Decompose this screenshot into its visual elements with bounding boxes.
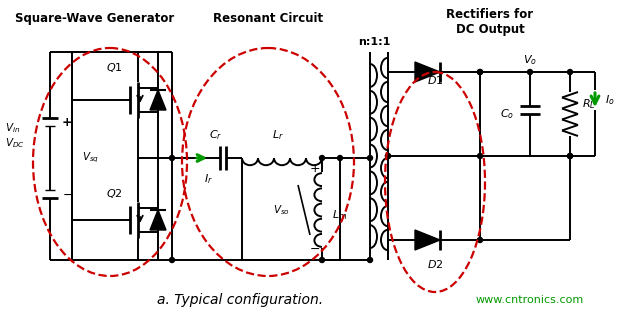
Text: Resonant Circuit: Resonant Circuit <box>213 12 323 25</box>
Text: Square-Wave Generator: Square-Wave Generator <box>15 12 175 25</box>
Circle shape <box>368 257 373 263</box>
Text: $Q2$: $Q2$ <box>106 187 123 199</box>
Circle shape <box>368 155 373 160</box>
Circle shape <box>478 153 482 159</box>
Text: $-$: $-$ <box>62 188 73 201</box>
Circle shape <box>385 153 390 159</box>
Text: $V_{in}$: $V_{in}$ <box>5 121 20 135</box>
Circle shape <box>169 257 175 263</box>
Polygon shape <box>415 230 440 250</box>
Circle shape <box>320 257 324 263</box>
Text: $R_L$: $R_L$ <box>582 97 596 111</box>
Polygon shape <box>150 210 166 230</box>
Text: $Q1$: $Q1$ <box>106 61 123 73</box>
Polygon shape <box>150 90 166 110</box>
Circle shape <box>568 153 573 159</box>
Polygon shape <box>415 62 440 82</box>
Text: $I_o$: $I_o$ <box>605 93 615 107</box>
Text: $-$: $-$ <box>310 241 320 255</box>
Circle shape <box>320 155 324 160</box>
Text: $L_r$: $L_r$ <box>272 128 284 142</box>
Text: $L_m$: $L_m$ <box>332 208 347 222</box>
Text: $V_o$: $V_o$ <box>523 53 537 67</box>
Text: $C_r$: $C_r$ <box>210 128 223 142</box>
Text: $V_{sq}$: $V_{sq}$ <box>82 151 99 165</box>
Text: $V_{DC}$: $V_{DC}$ <box>5 136 25 150</box>
Text: $D1$: $D1$ <box>427 74 443 86</box>
Circle shape <box>568 70 573 75</box>
Circle shape <box>478 70 482 75</box>
Circle shape <box>338 155 343 160</box>
Text: a. Typical configuration.: a. Typical configuration. <box>157 293 323 307</box>
Circle shape <box>568 153 573 159</box>
Text: $V_{so}$: $V_{so}$ <box>273 203 290 217</box>
Text: n:1:1: n:1:1 <box>358 37 390 47</box>
Text: $+$: $+$ <box>310 161 320 174</box>
Circle shape <box>478 70 482 75</box>
Circle shape <box>478 238 482 242</box>
Circle shape <box>527 70 533 75</box>
Text: www.cntronics.com: www.cntronics.com <box>476 295 584 305</box>
Text: Rectifiers for
DC Output: Rectifiers for DC Output <box>447 8 534 36</box>
Circle shape <box>169 155 175 160</box>
Text: $D2$: $D2$ <box>427 258 443 270</box>
Text: $I_r$: $I_r$ <box>204 172 212 186</box>
Text: +: + <box>62 115 73 129</box>
Text: $C_o$: $C_o$ <box>500 107 514 121</box>
Circle shape <box>385 153 390 159</box>
